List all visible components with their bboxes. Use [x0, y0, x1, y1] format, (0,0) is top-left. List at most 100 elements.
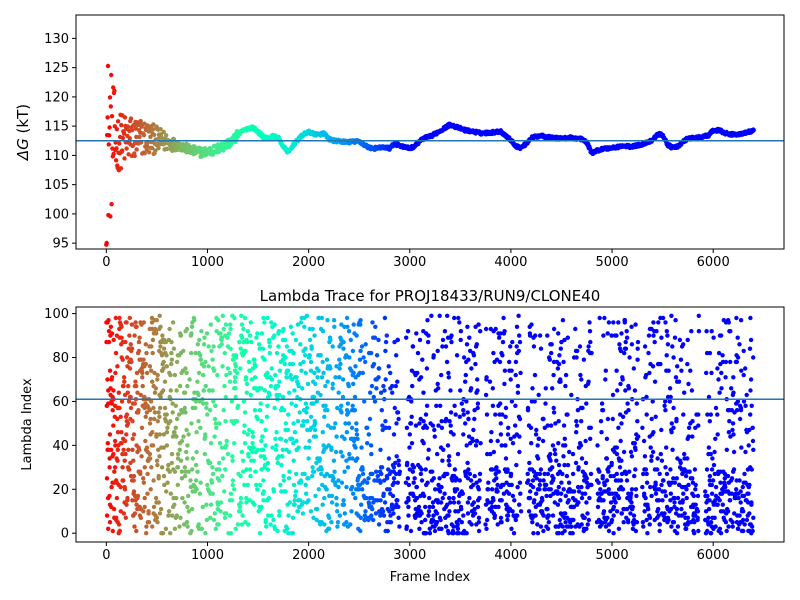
lambda-point [303, 353, 308, 358]
lambda-point [622, 350, 627, 356]
lambda-point [172, 469, 178, 474]
lambda-point [709, 467, 715, 472]
lambda-point [425, 480, 430, 485]
lambda-point [457, 414, 462, 419]
lambda-point [643, 495, 648, 501]
lambda-point [653, 491, 659, 496]
lambda-point [350, 348, 356, 354]
delta-g-point [114, 146, 119, 151]
lambda-point [559, 480, 564, 485]
lambda-point [719, 386, 724, 391]
lambda-point [286, 531, 291, 536]
lambda-point [143, 342, 148, 347]
lambda-point [747, 346, 753, 351]
lambda-point [211, 517, 217, 523]
lambda-point [653, 414, 658, 419]
lambda-point [288, 372, 293, 378]
lambda-point [313, 493, 318, 499]
lambda-point [172, 372, 178, 378]
lambda-point [660, 498, 665, 503]
lambda-point [737, 342, 742, 347]
lambda-point [156, 447, 161, 452]
lambda-point [558, 498, 563, 503]
lambda-point [284, 344, 290, 349]
lambda-point [203, 531, 208, 536]
lambda-point [393, 460, 398, 466]
lambda-point [366, 476, 371, 481]
delta-g-point [142, 151, 147, 156]
lambda-point [272, 333, 277, 338]
lambda-point [127, 333, 132, 338]
lambda-point [457, 320, 462, 325]
lambda-point [347, 451, 352, 457]
lambda-point [434, 520, 440, 525]
lambda-point [493, 326, 498, 332]
lambda-point [668, 498, 673, 503]
lambda-point [334, 502, 339, 507]
lambda-point [283, 355, 288, 360]
lambda-point [163, 526, 169, 531]
lambda-point [417, 421, 422, 426]
y-tick-label: 115 [44, 120, 69, 135]
lambda-point [319, 471, 324, 477]
lambda-point [548, 487, 553, 492]
lambda-point [123, 438, 128, 444]
lambda-point [121, 478, 126, 483]
lambda-point [170, 320, 176, 325]
lambda-point [409, 414, 414, 419]
lambda-point [212, 434, 217, 439]
lambda-point [323, 383, 328, 389]
lambda-point [388, 520, 394, 525]
lambda-point [710, 478, 716, 483]
lambda-point [205, 412, 210, 417]
lambda-point [718, 531, 724, 536]
lambda-point [344, 353, 349, 358]
lambda-point [471, 500, 477, 505]
lambda-point [616, 425, 621, 430]
lambda-point [669, 524, 674, 529]
lambda-point [509, 399, 515, 404]
lambda-point [659, 335, 664, 340]
lambda-point [611, 504, 617, 510]
lambda-point [743, 366, 748, 371]
lambda-point [633, 447, 638, 452]
lambda-point [270, 445, 275, 450]
lambda-point [621, 449, 627, 455]
lambda-point [175, 465, 181, 470]
lambda-point [174, 416, 180, 422]
lambda-point [365, 425, 370, 430]
lambda-point [375, 473, 380, 479]
lambda-point [165, 480, 170, 485]
lambda-point [259, 467, 264, 472]
lambda-point [199, 329, 204, 334]
lambda-point [185, 383, 190, 389]
lambda-point [644, 372, 649, 378]
lambda-point [125, 495, 130, 501]
lambda-point [728, 359, 733, 365]
lambda-point [370, 320, 375, 325]
lambda-point [305, 381, 311, 387]
lambda-point [145, 491, 150, 496]
lambda-point [712, 449, 717, 455]
lambda-point [222, 489, 227, 494]
lambda-point [344, 458, 349, 463]
lambda-point [502, 329, 507, 334]
lambda-point [207, 388, 212, 393]
lambda-point [533, 333, 538, 338]
lambda-point [709, 370, 714, 376]
lambda-point [723, 375, 728, 380]
lambda-point [452, 403, 457, 408]
lambda-point [230, 458, 235, 463]
lambda-point [551, 405, 556, 411]
lambda-point [222, 383, 227, 389]
lambda-point [269, 377, 275, 382]
lambda-point [476, 322, 481, 327]
lambda-point [173, 425, 178, 430]
lambda-point [447, 509, 452, 514]
lambda-point [550, 513, 556, 518]
lambda-point [386, 425, 392, 430]
lambda-point [537, 471, 543, 477]
lambda-point [107, 465, 112, 470]
lambda-point [599, 522, 604, 527]
lambda-point [185, 504, 190, 510]
